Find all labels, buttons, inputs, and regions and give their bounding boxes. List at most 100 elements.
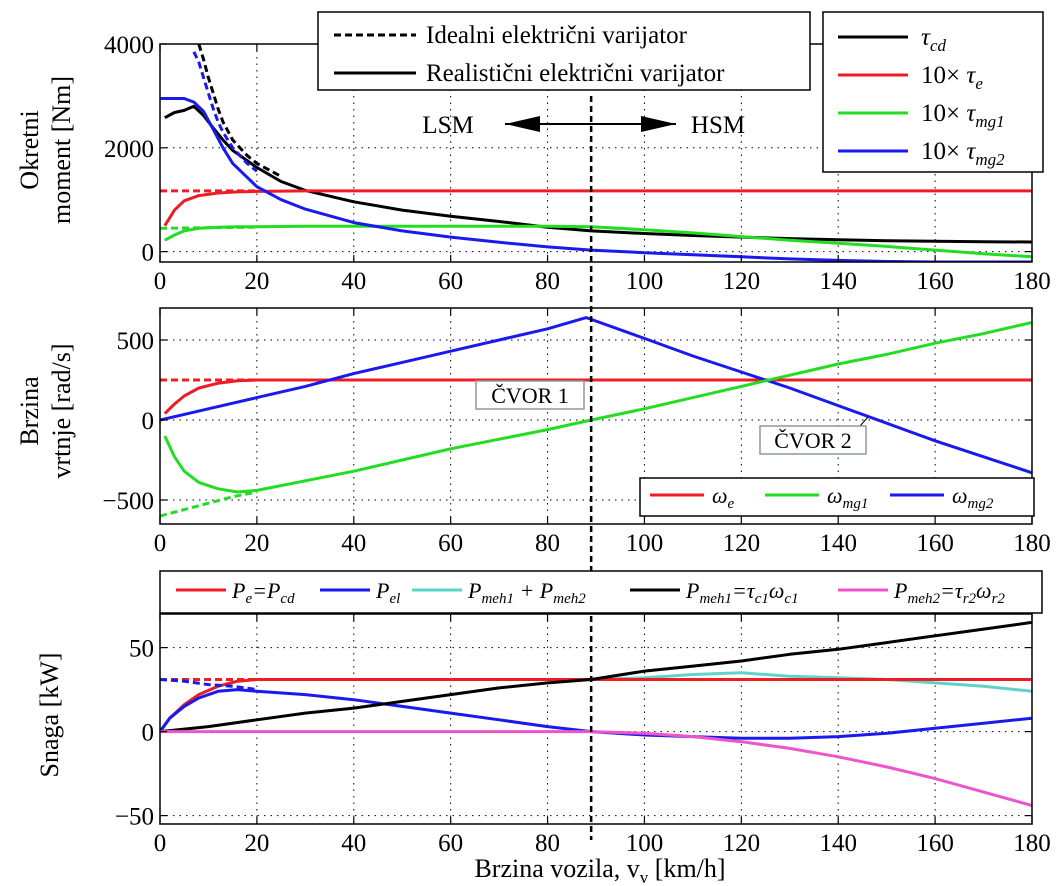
zone-annotation: LSM HSM [422,112,745,139]
series-line [197,44,282,178]
x-tick-label: 0 [154,268,167,295]
y-tick-label: 4000 [104,32,154,59]
series-line [160,225,257,230]
xaxis-label-unit: [km/h] [648,854,725,883]
power-legend-label-pel: Pel [375,578,400,607]
style-legend-dashed-label: Idealni električni varijator [426,22,688,49]
node2-annotation: ČVOR 2 [759,416,869,455]
x-tick-label: 0 [154,530,167,557]
y-tick-label: 0 [142,720,155,747]
y-tick-label: −50 [115,804,154,831]
speed-legend-label-we: ωe [712,483,735,512]
series-line [160,620,1032,734]
x-tick-label: 120 [723,530,761,557]
x-tick-label: 140 [819,830,857,857]
power-axes-box [159,613,1033,825]
torque-ticks: 0 20 40 60 80 100 120 140 160 180 0 2000 4000 [104,32,1051,295]
series-line [163,320,1032,494]
x-tick-label: 80 [535,530,560,557]
series-line [160,678,1032,733]
zone-hsm-label: HSM [691,112,745,139]
zone-arrow-left-head [505,116,540,132]
x-tick-label: 20 [244,530,269,557]
xaxis-label: Brzina vozila, vv [km/h] [474,854,725,886]
node1-annotation: ČVOR 1 [475,380,585,410]
torque-legend: τcd 10× τe 10× τmg1 10× τmg2 [822,11,1044,173]
y-tick-label: 500 [117,328,155,355]
xaxis-label-text: Brzina vozila, v [474,854,639,883]
x-tick-label: 120 [723,830,761,857]
series-line [163,378,1032,415]
x-tick-label: 100 [626,530,664,557]
style-legend-solid-label: Realistični električni varijator [426,60,725,87]
speed-legend: ωe ωmg1 ωmg2 [639,477,1035,517]
x-tick-label: 140 [819,268,857,295]
y-tick-label: 50 [129,636,154,663]
speed-legend-label-wmg1: ωmg1 [827,483,868,512]
power-legend-label-pe: Pe=Pcd [231,578,295,607]
x-tick-label: 180 [1013,268,1051,295]
torque-legend-label-tcd: τcd [921,24,946,55]
x-tick-label: 20 [244,830,269,857]
torque-panel: 0 20 40 60 80 100 120 140 160 180 0 2000 4000 [104,32,1051,295]
torque-legend-label-te: 10× τe [921,62,983,93]
zone-lsm-label: LSM [422,112,473,139]
series-line [192,51,258,173]
node2-label: ČVOR 2 [774,428,852,453]
x-tick-label: 80 [535,268,560,295]
power-grid [160,614,1032,824]
power-legend: Pe=Pcd Pel Pmeh1 + Pmeh2 Pmeh1=τc1ωc1 Pm… [159,570,1043,614]
x-tick-label: 60 [438,830,463,857]
speed-legend-label-wmg2: ωmg2 [952,483,994,512]
series-line [163,189,1032,227]
speed-series [160,316,1032,518]
power-series [160,620,1032,807]
x-tick-label: 0 [154,830,167,857]
x-tick-label: 120 [723,268,761,295]
speed-ylabel-line1: Brzina [15,376,44,446]
node1-box [475,380,585,410]
series-line [160,688,1032,740]
speed-legend-box [639,477,1035,517]
power-legend-label-psum: Pmeh1 + Pmeh2 [467,578,586,607]
y-tick-label: 0 [142,408,155,435]
zone-arrow-right-head [641,116,676,132]
x-tick-label: 180 [1013,830,1051,857]
y-tick-label: −500 [102,488,154,515]
x-tick-label: 60 [438,530,463,557]
style-legend-box [317,11,811,91]
torque-legend-box [822,11,1044,173]
series-line [164,224,1032,259]
torque-legend-label-tmg1: 10× τmg1 [921,100,1005,131]
x-tick-label: 40 [341,830,366,857]
speed-ylabel-line2: vrtnje [rad/s] [47,343,76,478]
torque-series [160,44,1032,262]
style-legend: Idealni električni varijator Realistični… [317,11,811,91]
power-legend-label-pmeh2: Pmeh2=τr2ωr2 [893,578,1005,607]
x-tick-label: 60 [438,268,463,295]
power-legend-box [159,570,1043,614]
series-line [160,671,1032,733]
xaxis-label-sub: v [640,868,649,886]
x-tick-label: 40 [341,530,366,557]
y-tick-label: 2000 [104,136,154,163]
series-line [160,490,258,518]
node2-leader-line [859,416,869,427]
series-line [160,316,1032,475]
series-line [160,678,258,692]
x-tick-label: 100 [626,268,664,295]
x-tick-label: 140 [819,530,857,557]
x-tick-label: 100 [626,830,664,857]
torque-ylabel-line1: Okretni [15,110,44,189]
x-tick-label: 160 [916,268,954,295]
x-tick-label: 20 [244,268,269,295]
series-line [160,97,1032,262]
power-ylabel: Snaga [kW] [35,653,64,778]
speed-axes-box [159,307,1033,525]
node1-label: ČVOR 1 [491,383,569,408]
torque-ylabel-line2: moment [Nm] [47,76,76,224]
